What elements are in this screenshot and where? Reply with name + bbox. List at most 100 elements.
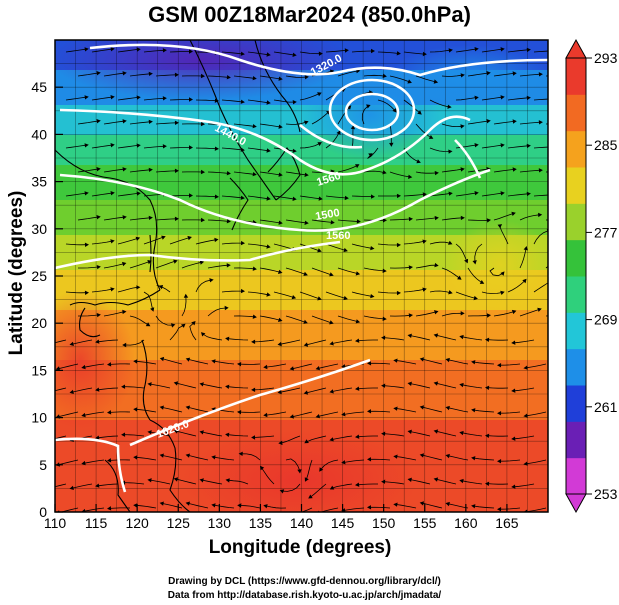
streamline-arrow	[121, 384, 126, 389]
streamline	[396, 360, 417, 365]
streamline-arrow	[159, 453, 164, 458]
streamline-arrow	[457, 275, 462, 280]
streamline-arrow	[341, 460, 346, 465]
streamline	[332, 483, 353, 489]
streamline	[462, 480, 483, 485]
streamline-arrow	[136, 191, 141, 196]
x-tick-label: 135	[249, 515, 273, 531]
streamline-arrow	[553, 97, 557, 101]
streamline-arrow	[448, 149, 453, 154]
streamline-arrow	[214, 237, 219, 243]
streamline-arrow	[485, 385, 490, 390]
streamline-arrow	[367, 457, 372, 462]
streamline	[389, 266, 411, 269]
streamline-arrow	[459, 382, 464, 388]
streamline-arrow	[393, 358, 398, 363]
streamline-arrow	[122, 119, 127, 124]
streamline-arrow	[278, 269, 283, 274]
y-tick-label: 0	[39, 504, 47, 520]
streamline	[247, 243, 268, 248]
streamline-arrow	[252, 172, 257, 177]
colorbar-segment	[566, 239, 586, 277]
streamline-arrow	[393, 454, 398, 459]
streamline-arrow	[133, 407, 138, 412]
streamline-arrow	[44, 486, 48, 490]
streamline-arrow	[538, 168, 543, 173]
streamline	[344, 459, 365, 463]
streamline	[77, 168, 98, 173]
streamline	[98, 387, 119, 391]
streamline	[325, 132, 340, 149]
streamline-arrow	[266, 292, 271, 297]
streamline	[351, 50, 373, 53]
streamline	[429, 241, 450, 245]
streamline	[410, 335, 431, 341]
streamline-arrow	[278, 440, 283, 446]
streamline	[519, 214, 540, 221]
streamline-arrow	[225, 432, 230, 437]
x-tick-label: 115	[85, 515, 108, 531]
streamline-arrow	[96, 265, 101, 270]
streamline	[448, 503, 469, 509]
streamline	[481, 192, 502, 197]
streamline-arrow	[486, 119, 491, 124]
streamline-arrow	[471, 504, 476, 509]
streamline-arrow	[278, 124, 283, 129]
streamline	[474, 457, 495, 461]
streamline-arrow	[185, 357, 191, 362]
streamline-arrow	[464, 258, 469, 264]
streamline	[410, 479, 431, 485]
streamline	[91, 144, 112, 149]
streamline	[285, 219, 306, 224]
streamline-arrow	[278, 220, 283, 225]
streamline	[429, 290, 450, 293]
streamline-arrow	[226, 219, 231, 224]
streamline-arrow	[266, 196, 271, 201]
streamline-arrow	[81, 364, 86, 370]
streamline	[98, 483, 119, 487]
streamline-arrow	[396, 242, 401, 248]
streamline	[370, 362, 391, 365]
colorbar-segment	[566, 348, 586, 386]
colorbar-min-triangle	[565, 493, 587, 514]
streamline-arrow	[278, 172, 283, 177]
streamline-arrow	[318, 51, 323, 56]
x-axis-ticks: 110 115 120 125 130 135 140 145 150 155 160 165	[44, 504, 519, 531]
streamline	[370, 410, 391, 413]
streamline-arrow	[474, 47, 479, 52]
streamline	[357, 339, 378, 342]
x-tick-label: 140	[290, 515, 314, 531]
streamline-arrow	[474, 95, 479, 100]
streamline-arrow	[173, 259, 178, 264]
streamline	[436, 382, 457, 389]
streamline	[533, 98, 548, 101]
streamline	[351, 243, 372, 249]
streamline-arrow	[121, 432, 126, 437]
streamline-arrow	[84, 242, 89, 247]
streamline	[361, 105, 369, 125]
streamline	[415, 217, 436, 221]
streamline	[124, 482, 145, 485]
streamline-arrow	[251, 339, 256, 344]
streamline	[103, 168, 124, 173]
streamline-arrow	[433, 381, 439, 386]
streamline-arrow	[191, 321, 196, 326]
streamline	[266, 411, 287, 416]
streamline-arrow	[368, 153, 373, 158]
streamline-arrow	[148, 167, 153, 172]
streamline-arrow	[422, 287, 427, 292]
streamline-arrow	[110, 47, 115, 52]
streamline-arrow	[200, 217, 205, 223]
streamline	[233, 123, 254, 127]
streamline	[129, 261, 150, 269]
streamline-arrow	[538, 72, 543, 77]
streamline-arrow	[173, 429, 179, 434]
streamline-arrow	[479, 280, 485, 284]
y-tick-label: 20	[31, 315, 47, 331]
streamline	[169, 237, 190, 245]
streamline-arrow	[317, 248, 322, 253]
streamline	[77, 120, 98, 125]
streamline	[455, 192, 476, 197]
streamline	[429, 49, 450, 53]
streamline-arrow	[522, 278, 527, 284]
